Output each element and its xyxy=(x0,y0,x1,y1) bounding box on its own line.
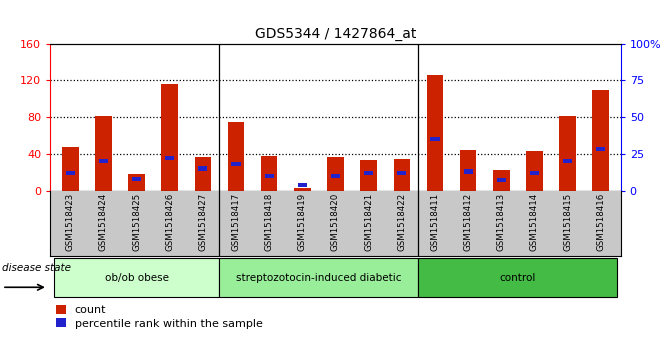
Bar xyxy=(360,160,377,191)
Text: GSM1518418: GSM1518418 xyxy=(264,192,274,251)
Text: streptozotocin-induced diabetic: streptozotocin-induced diabetic xyxy=(236,273,402,283)
Bar xyxy=(62,147,79,191)
Text: GSM1518417: GSM1518417 xyxy=(231,192,240,251)
Bar xyxy=(364,171,373,175)
Text: GSM1518427: GSM1518427 xyxy=(199,192,207,251)
Bar xyxy=(165,156,174,160)
Bar xyxy=(95,116,111,191)
Bar xyxy=(264,174,274,178)
Bar xyxy=(99,159,108,163)
Bar xyxy=(231,162,241,166)
Text: GSM1518420: GSM1518420 xyxy=(331,192,340,251)
Bar xyxy=(560,116,576,191)
Bar xyxy=(199,167,207,171)
FancyBboxPatch shape xyxy=(419,258,617,297)
Bar xyxy=(227,122,244,191)
FancyBboxPatch shape xyxy=(219,258,419,297)
Bar xyxy=(597,147,605,151)
Text: ob/ob obese: ob/ob obese xyxy=(105,273,168,283)
Bar xyxy=(261,156,278,191)
Text: GSM1518422: GSM1518422 xyxy=(397,192,407,251)
Bar xyxy=(592,90,609,191)
Text: GSM1518421: GSM1518421 xyxy=(364,192,373,251)
Bar xyxy=(460,150,476,191)
Text: GSM1518423: GSM1518423 xyxy=(66,192,74,251)
Bar xyxy=(294,188,311,191)
Text: GSM1518425: GSM1518425 xyxy=(132,192,141,251)
Bar xyxy=(427,75,444,191)
Bar xyxy=(327,158,344,191)
Bar xyxy=(493,170,509,191)
Bar xyxy=(430,137,440,141)
Text: GSM1518415: GSM1518415 xyxy=(563,192,572,251)
Text: GSM1518411: GSM1518411 xyxy=(431,192,440,251)
Bar xyxy=(132,177,141,181)
Text: control: control xyxy=(500,273,536,283)
Bar xyxy=(530,171,539,175)
Bar xyxy=(162,84,178,191)
Bar xyxy=(393,159,410,191)
Bar xyxy=(331,174,340,178)
Legend: count, percentile rank within the sample: count, percentile rank within the sample xyxy=(56,305,262,329)
Text: GSM1518413: GSM1518413 xyxy=(497,192,506,251)
Bar xyxy=(66,171,74,175)
Bar xyxy=(195,156,211,191)
Text: GSM1518416: GSM1518416 xyxy=(597,192,605,251)
Bar xyxy=(497,178,506,182)
Bar xyxy=(397,171,407,175)
Text: GSM1518424: GSM1518424 xyxy=(99,192,108,251)
Bar xyxy=(298,183,307,187)
Bar xyxy=(464,170,472,174)
Bar xyxy=(128,174,145,191)
Text: GSM1518414: GSM1518414 xyxy=(530,192,539,251)
Text: GSM1518426: GSM1518426 xyxy=(165,192,174,251)
Bar xyxy=(563,159,572,163)
Text: GSM1518412: GSM1518412 xyxy=(464,192,472,251)
Text: GSM1518419: GSM1518419 xyxy=(298,192,307,251)
FancyBboxPatch shape xyxy=(54,258,219,297)
Bar xyxy=(526,151,543,191)
Text: disease state: disease state xyxy=(2,263,71,273)
Title: GDS5344 / 1427864_at: GDS5344 / 1427864_at xyxy=(255,27,416,41)
